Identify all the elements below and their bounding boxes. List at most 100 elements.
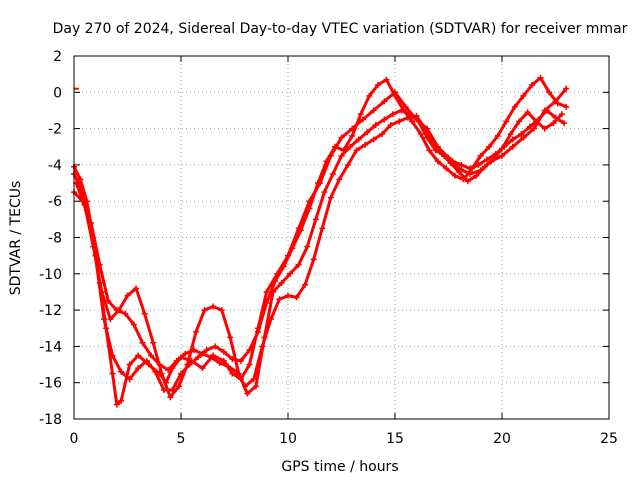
data-point: [552, 114, 559, 121]
data-point: [374, 82, 381, 89]
data-point: [118, 368, 125, 375]
data-point: [535, 116, 542, 123]
data-point: [381, 98, 388, 105]
y-tick-label: 0: [53, 85, 62, 101]
data-point: [113, 401, 120, 408]
data-point: [370, 136, 377, 143]
data-point: [148, 352, 155, 359]
data-point: [509, 136, 516, 143]
data-point: [524, 109, 531, 116]
data-point: [178, 370, 184, 377]
data-point: [165, 366, 172, 373]
data-point: [302, 281, 309, 288]
data-point: [323, 158, 330, 165]
data-point: [370, 107, 377, 114]
y-tick-label: -16: [39, 376, 62, 392]
y-tick-label: -2: [48, 122, 62, 138]
data-point: [173, 357, 180, 364]
data-point: [321, 189, 328, 196]
data-point: [118, 397, 125, 404]
chart-title: Day 270 of 2024, Sidereal Day-to-day VTE…: [53, 21, 628, 37]
data-point: [124, 292, 131, 299]
data-point: [563, 85, 570, 92]
data-point: [195, 354, 202, 361]
y-tick-label: -10: [39, 267, 62, 283]
data-point: [417, 131, 424, 138]
data-point: [158, 370, 165, 377]
data-point: [203, 347, 210, 354]
data-point: [520, 92, 527, 99]
data-point: [503, 118, 510, 125]
data-point: [550, 120, 557, 127]
data-point: [304, 243, 311, 250]
data-point: [109, 370, 116, 377]
data-point: [563, 103, 570, 110]
data-point: [415, 118, 422, 125]
data-point: [255, 328, 262, 335]
data-point: [546, 89, 553, 96]
data-point: [364, 129, 371, 136]
data-point: [192, 328, 199, 335]
data-point: [261, 334, 268, 341]
data-point: [210, 303, 217, 310]
data-point: [396, 118, 403, 125]
data-point: [537, 74, 544, 81]
data-point: [458, 161, 465, 168]
data-point: [349, 132, 356, 139]
data-point: [287, 270, 294, 277]
data-point: [229, 370, 236, 377]
data-point: [167, 394, 174, 401]
data-point: [499, 152, 505, 159]
data-point: [344, 161, 351, 168]
x-tick-label: 0: [70, 431, 79, 447]
data-point: [218, 307, 225, 314]
data-point: [77, 176, 84, 183]
data-point: [516, 118, 523, 125]
data-point: [451, 172, 458, 179]
data-point: [389, 111, 396, 118]
data-point: [558, 111, 565, 118]
data-point: [484, 156, 491, 163]
y-tick-label: -18: [39, 412, 62, 428]
data-point: [336, 176, 343, 183]
data-point: [297, 227, 304, 234]
data-point: [443, 165, 450, 172]
data-point: [246, 347, 253, 354]
data-point: [225, 363, 232, 370]
data-point: [252, 383, 259, 390]
data-point: [201, 307, 208, 314]
data-point: [150, 339, 157, 346]
data-point: [526, 123, 533, 130]
data-point: [357, 111, 364, 118]
data-point: [353, 147, 360, 154]
data-point: [511, 103, 518, 110]
data-point: [381, 116, 388, 123]
data-point: [329, 170, 336, 177]
data-point: [347, 143, 354, 150]
data-point: [481, 163, 488, 170]
data-point: [379, 131, 386, 138]
data-point: [182, 350, 189, 357]
data-point: [531, 125, 538, 132]
data-point: [92, 252, 99, 259]
data-point: [175, 383, 182, 390]
data-point: [434, 158, 441, 165]
data-point: [338, 152, 345, 159]
data-point: [475, 161, 482, 168]
data-point: [507, 131, 514, 138]
data-point: [528, 82, 535, 89]
data-point: [392, 92, 398, 99]
data-point: [312, 216, 319, 223]
data-point: [338, 134, 345, 141]
data-point: [490, 156, 497, 163]
data-point: [327, 194, 334, 201]
grid-layer: [74, 56, 609, 419]
data-point: [216, 359, 223, 366]
y-axis-label: SDTVAR / TECUs: [8, 181, 24, 296]
data-point: [100, 316, 107, 323]
data-point: [133, 285, 140, 292]
data-point: [160, 386, 167, 393]
data-point: [424, 134, 431, 141]
y-tick-label: 2: [53, 49, 62, 65]
y-tick-label: -8: [48, 231, 62, 247]
